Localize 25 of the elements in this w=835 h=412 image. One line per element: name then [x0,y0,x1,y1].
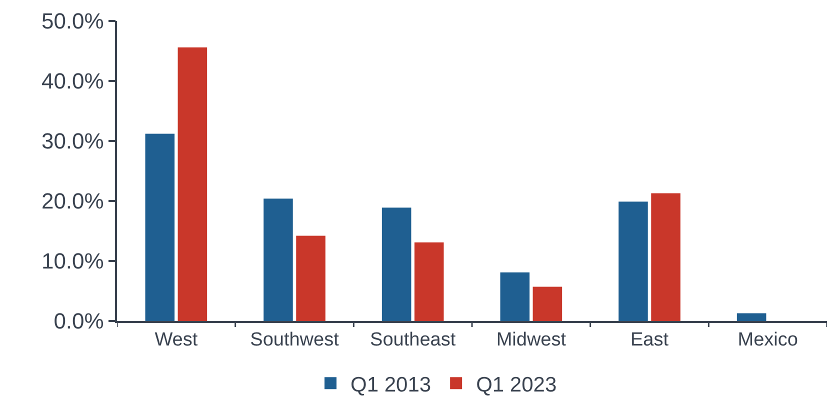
y-tick-label: 30.0% [41,128,104,154]
y-tick-label: 20.0% [41,188,104,214]
bar [145,134,175,321]
x-tick-label: East [630,330,670,351]
bar [414,242,444,321]
x-tick-label: West [154,330,198,351]
bar [500,272,530,321]
y-tick-label: 10.0% [41,248,104,274]
bar [382,208,412,321]
x-tick-label: Southeast [370,330,456,351]
x-tick-label: Mexico [738,330,798,351]
bar [532,286,562,321]
bar [178,47,208,321]
x-tick-label: Southwest [250,330,340,351]
legend-label: Q1 2013 [350,373,432,396]
bar [264,198,293,321]
y-tick-label: 40.0% [41,68,104,94]
bar [736,313,766,321]
legend-label: Q1 2023 [476,373,557,396]
bar [296,236,326,321]
y-tick-label: 0.0% [54,308,104,334]
x-tick-label: Midwest [496,330,567,351]
bar [618,202,648,321]
y-tick-label: 50.0% [41,8,104,34]
bar [651,193,680,321]
